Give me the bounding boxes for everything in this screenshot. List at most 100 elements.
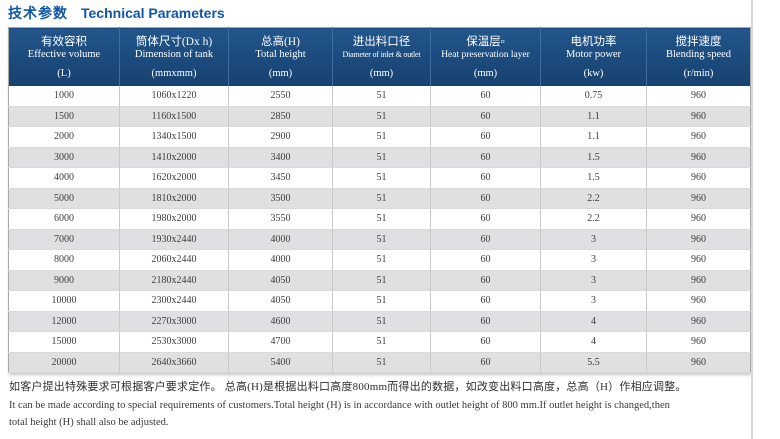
table-cell: 3450 [228, 167, 333, 189]
table-cell: 51 [332, 106, 431, 127]
table-cell: 1930x2440 [119, 229, 229, 250]
table-row: 4000 1620x2000 3450 51 60 1.5 960 [8, 167, 751, 189]
table-cell: 15000 [8, 331, 120, 353]
table-cell: 4000 [228, 249, 333, 271]
table-cell: 1810x2000 [119, 188, 229, 209]
header-zh: 筒体尺寸(Dx h) [135, 35, 213, 48]
header-en: Motor power [565, 48, 622, 60]
column-header-4: 进出料口径 Diameter of inlet & outlet (mm) [332, 27, 431, 86]
table-cell: 2000 [8, 126, 120, 148]
table-cell: 0.75 [540, 86, 647, 107]
table-cell: 3 [540, 270, 647, 291]
table-cell: 60 [430, 147, 541, 168]
column-header-1: 有效容积 Effective volume (L) [8, 27, 120, 86]
table-cell: 3 [540, 290, 647, 312]
table-cell: 51 [332, 270, 431, 291]
table-cell: 4 [540, 331, 647, 353]
table-cell: 4 [540, 311, 647, 332]
table-row: 1000 1060x1220 2550 51 60 0.75 960 [8, 86, 751, 107]
table-cell: 60 [430, 106, 541, 127]
table-cell: 1.1 [540, 106, 647, 127]
table-cell: 12000 [8, 311, 120, 332]
table-cell: 2640x3660 [119, 352, 229, 373]
table-row: 8000 2060x2440 4000 51 60 3 960 [8, 249, 751, 271]
header-en: Dimension of tank [134, 48, 214, 60]
header-unit: (mmxmm) [151, 67, 197, 79]
table-cell: 1000 [8, 86, 120, 107]
table-cell: 20000 [8, 352, 120, 373]
header-row: 有效容积 Effective volume (L) 筒体尺寸(Dx h) Dimensi… [8, 27, 751, 86]
table-cell: 60 [430, 270, 541, 291]
table-cell: 2300x2440 [119, 290, 229, 312]
table-cell: 5000 [8, 188, 120, 209]
table-cell: 1410x2000 [119, 147, 229, 168]
table-cell: 10000 [8, 290, 120, 312]
table-cell: 2270x3000 [119, 311, 229, 332]
table-cell: 60 [430, 249, 541, 271]
table-cell: 1.1 [540, 126, 647, 148]
table-cell: 2850 [228, 106, 333, 127]
column-header-5: 保温层▫ Heat preservation layer (mm) [430, 27, 541, 86]
table-cell: 60 [430, 188, 541, 209]
table-row: 5000 1810x2000 3500 51 60 2.2 960 [8, 188, 751, 209]
table-cell: 51 [332, 147, 431, 168]
table-row: 20000 2640x3660 5400 51 60 5.5 960 [8, 352, 751, 373]
header-unit: (mm) [369, 67, 394, 79]
column-header-3: 总高(H) Total height (mm) [228, 27, 333, 86]
page-edge-rule [751, 0, 753, 439]
header-en: Heat preservation layer [441, 49, 530, 60]
table-cell: 51 [332, 208, 431, 230]
header-zh: 电机功率 [570, 35, 617, 48]
table-cell: 960 [646, 208, 751, 230]
table-cell: 51 [332, 229, 431, 250]
header-zh: 保温层▫ [466, 35, 505, 48]
column-header-6: 电机功率 Motor power (kw) [540, 27, 647, 86]
table-cell: 4050 [228, 270, 333, 291]
table-row: 10000 2300x2440 4050 51 60 3 960 [8, 290, 751, 312]
table-cell: 4000 [228, 229, 333, 250]
table-cell: 60 [430, 229, 541, 250]
header-unit: (kw) [583, 67, 604, 79]
header-zh: 总高(H) [261, 35, 300, 48]
parameters-table: 有效容积 Effective volume (L) 筒体尺寸(Dx h) Dimensi… [8, 27, 751, 373]
footnote-en-line2: total height (H) shall also be adjusted. [9, 416, 169, 428]
table-cell: 1.5 [540, 147, 647, 168]
page-title-en: Technical Parameters [81, 5, 225, 21]
table-cell: 1980x2000 [119, 208, 229, 230]
column-header-2: 筒体尺寸(Dx h) Dimension of tank (mmxmm) [119, 27, 229, 86]
table-cell: 51 [332, 290, 431, 312]
table-row: 9000 2180x2440 4050 51 60 3 960 [8, 270, 751, 291]
table-row: 6000 1980x2000 3550 51 60 2.2 960 [8, 208, 751, 230]
table-cell: 960 [646, 270, 751, 291]
table-cell: 960 [646, 106, 751, 127]
table-cell: 4700 [228, 331, 333, 353]
table-cell: 51 [332, 86, 431, 107]
footnote-en-line1: It can be made according to special requ… [9, 400, 670, 411]
table-cell: 2060x2440 [119, 249, 229, 271]
table-cell: 960 [646, 229, 751, 250]
table-cell: 2550 [228, 86, 333, 107]
table-cell: 9000 [8, 270, 120, 291]
table-cell: 5400 [228, 352, 333, 373]
table-row: 3000 1410x2000 3400 51 60 1.5 960 [8, 147, 751, 168]
table-cell: 4600 [228, 311, 333, 332]
table-cell: 51 [332, 249, 431, 271]
table-cell: 960 [646, 188, 751, 209]
table-cell: 51 [332, 126, 431, 148]
table-cell: 1620x2000 [119, 167, 229, 189]
header-unit: (mm) [473, 67, 498, 79]
table-cell: 3550 [228, 208, 333, 230]
table-cell: 1500 [8, 106, 120, 127]
table-cell: 51 [332, 331, 431, 353]
header-zh: 搅拌速度 [675, 35, 722, 48]
table-cell: 8000 [8, 249, 120, 271]
table-cell: 3 [540, 229, 647, 250]
column-header-7: 搅拌速度 Blending speed (r/min) [646, 27, 751, 86]
header-unit: (mm) [268, 67, 293, 79]
header-en: Blending speed [665, 48, 732, 60]
table-row: 12000 2270x3000 4600 51 60 4 960 [8, 311, 751, 332]
header-zh: 有效容积 [41, 35, 87, 48]
table-cell: 60 [430, 86, 541, 107]
table-cell: 60 [430, 331, 541, 353]
